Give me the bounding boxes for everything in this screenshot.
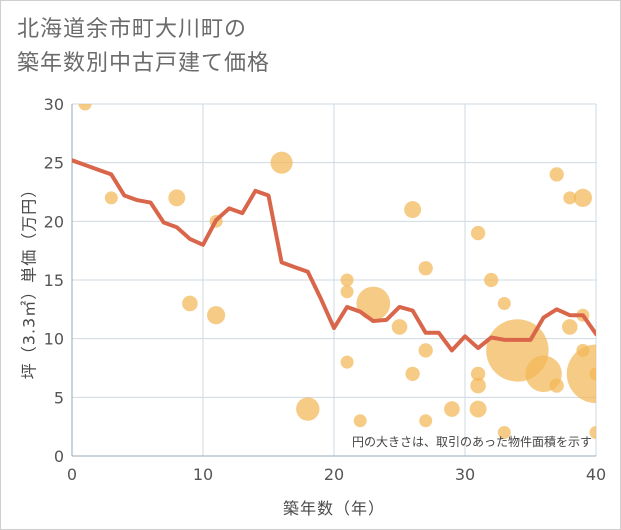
data-bubble: [391, 319, 408, 335]
grid-lines: [71, 103, 597, 457]
data-bubble: [549, 378, 564, 393]
data-bubble: [182, 295, 198, 312]
y-tick-label: 0: [54, 447, 64, 466]
data-bubble: [469, 400, 487, 418]
y-tick-label: 5: [54, 388, 64, 407]
bubble-series: [78, 104, 596, 440]
y-tick-label: 20: [44, 212, 64, 231]
y-tick-label: 10: [44, 330, 64, 349]
data-bubble: [270, 151, 293, 174]
data-bubble: [353, 414, 367, 428]
data-bubble: [405, 366, 420, 382]
data-bubble: [563, 191, 577, 205]
data-bubble: [418, 343, 433, 358]
data-bubble: [296, 397, 320, 421]
y-tick-label: 15: [44, 271, 64, 290]
x-tick-label: 10: [193, 465, 213, 484]
x-tick-label: 30: [455, 465, 475, 484]
data-bubble: [418, 261, 433, 276]
data-bubble: [78, 104, 92, 111]
x-tick-label: 0: [67, 465, 77, 484]
x-tick-label: 40: [586, 465, 606, 484]
chart-title: 北海道余市町大川町の 築年数別中古戸建て価格: [17, 13, 270, 81]
y-axis-label: 坪（3.3㎡）単価（万円）: [20, 181, 39, 379]
data-bubble: [207, 306, 226, 325]
x-tick-label: 20: [324, 465, 344, 484]
data-bubble: [576, 343, 590, 357]
size-note: 円の大きさは、取引のあった物件面積を示す: [352, 434, 592, 449]
data-bubble: [404, 201, 422, 219]
data-bubble: [470, 225, 486, 241]
data-bubble: [340, 285, 354, 299]
data-bubble: [340, 355, 354, 369]
data-bubble: [470, 377, 486, 394]
data-bubble: [497, 426, 511, 440]
data-bubble: [549, 167, 564, 182]
data-bubble: [168, 189, 186, 207]
data-bubble: [356, 286, 391, 321]
y-axis-ticks: 0 5 10 15 20 25 30: [44, 95, 64, 466]
data-bubble: [444, 401, 460, 417]
x-axis-label: 築年数（年）: [283, 499, 385, 518]
chart-title-line1: 北海道余市町大川町の: [17, 17, 248, 42]
data-bubble: [340, 273, 354, 287]
y-tick-label: 25: [44, 154, 64, 173]
data-bubble: [573, 188, 593, 207]
x-axis-ticks: 0 10 20 30 40: [67, 465, 606, 484]
data-bubble: [566, 344, 596, 404]
data-bubble: [589, 426, 596, 440]
data-bubble: [484, 272, 499, 288]
data-bubble: [562, 319, 578, 335]
y-tick-label: 30: [44, 95, 64, 114]
data-bubble: [589, 367, 596, 381]
data-bubble: [470, 366, 486, 382]
data-bubble: [419, 414, 433, 428]
data-bubble: [497, 296, 511, 310]
data-bubble: [104, 191, 118, 205]
trend-line: [72, 158, 596, 353]
chart-title-line2: 築年数別中古戸建て価格: [17, 51, 271, 76]
